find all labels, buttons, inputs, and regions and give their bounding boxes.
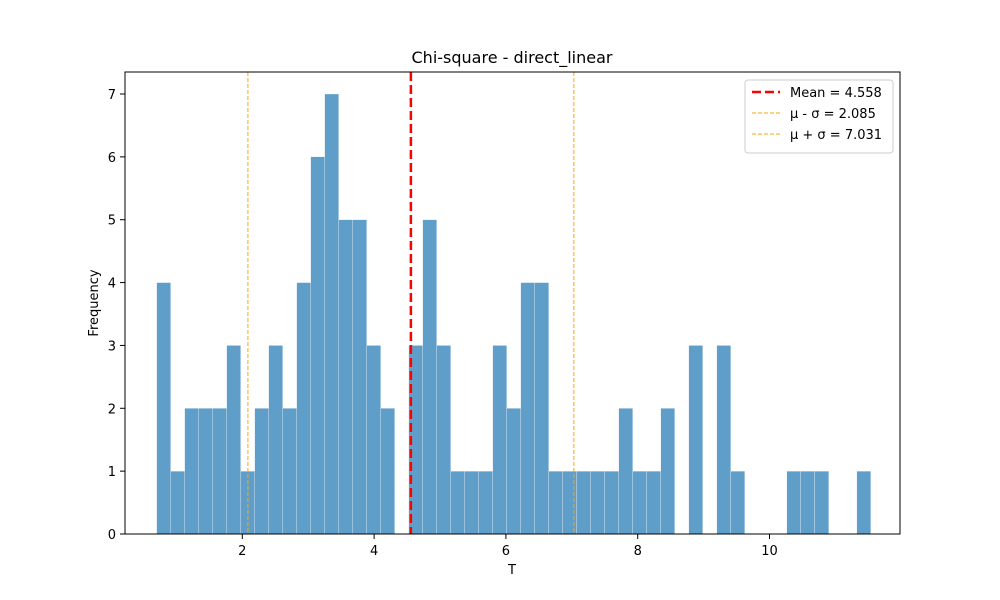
histogram-bar [156, 282, 171, 535]
histogram-bar [660, 408, 675, 535]
histogram-bar [338, 219, 353, 535]
histogram-bar [212, 408, 227, 535]
y-tick-label: 2 [108, 402, 116, 417]
histogram-bar [198, 408, 213, 535]
histogram-bar [170, 470, 185, 535]
legend: Mean = 4.558 μ - σ = 2.085 μ + σ = 7.031 [744, 79, 894, 154]
histogram-bar [688, 345, 703, 535]
histogram-bar [618, 408, 633, 535]
x-tick-label: 4 [370, 544, 378, 559]
histogram-bar [814, 470, 829, 535]
chart-title: Chi-square - direct_linear [412, 48, 613, 68]
histogram-bar [296, 282, 311, 535]
y-tick-label: 6 [108, 151, 116, 166]
x-tick-label: 2 [238, 544, 246, 559]
histogram-bar [310, 156, 325, 535]
histogram-bar [268, 345, 283, 535]
x-axis-ticks: 2 4 6 8 10 [238, 534, 778, 559]
histogram-bar [590, 470, 605, 535]
histogram-bar [646, 470, 661, 535]
histogram-bar [520, 282, 535, 535]
histogram-bar [604, 470, 619, 535]
y-tick-label: 3 [108, 339, 116, 354]
histogram-bar [422, 219, 437, 535]
histogram-bar [730, 470, 745, 535]
y-axis-ticks: 0 1 2 3 4 5 6 7 [108, 88, 125, 543]
y-tick-label: 1 [108, 465, 116, 480]
legend-entry: μ - σ = 2.085 [790, 107, 876, 122]
histogram-bar [856, 470, 871, 535]
histogram-bar [576, 470, 591, 535]
x-tick-label: 10 [761, 544, 778, 559]
y-tick-label: 4 [108, 277, 116, 292]
histogram-bar [464, 470, 479, 535]
legend-entry: μ + σ = 7.031 [790, 128, 882, 143]
histogram-bar [632, 470, 647, 535]
plot-frame [124, 71, 901, 535]
histogram-bar [282, 408, 297, 535]
histogram-bar [352, 219, 367, 535]
histogram-bar [324, 93, 339, 535]
y-tick-label: 7 [108, 88, 116, 103]
histogram-bar [534, 282, 549, 535]
x-tick-label: 6 [502, 544, 510, 559]
histogram-bar [478, 470, 493, 535]
histogram-bar [226, 345, 241, 535]
y-tick-label: 0 [108, 528, 116, 543]
histogram-bar [380, 408, 395, 535]
histogram-bar [254, 408, 269, 535]
reference-lines [247, 72, 575, 534]
histogram-bar [786, 470, 801, 535]
y-axis-label: Frequency [87, 269, 102, 336]
legend-box [744, 79, 894, 154]
histogram-bar [716, 345, 731, 535]
legend-entry: Mean = 4.558 [790, 86, 882, 101]
histogram-bar [436, 345, 451, 535]
histogram-bar [450, 470, 465, 535]
histogram-bar [492, 345, 507, 535]
bars-group [156, 93, 871, 535]
histogram-bar [548, 470, 563, 535]
y-tick-label: 5 [108, 214, 116, 229]
histogram-bar [184, 408, 199, 535]
histogram-bar [366, 345, 381, 535]
x-tick-label: 8 [634, 544, 642, 559]
histogram-bar [562, 470, 577, 535]
x-axis-label: T [507, 563, 516, 578]
histogram-bar [800, 470, 815, 535]
histogram-bar [506, 408, 521, 535]
